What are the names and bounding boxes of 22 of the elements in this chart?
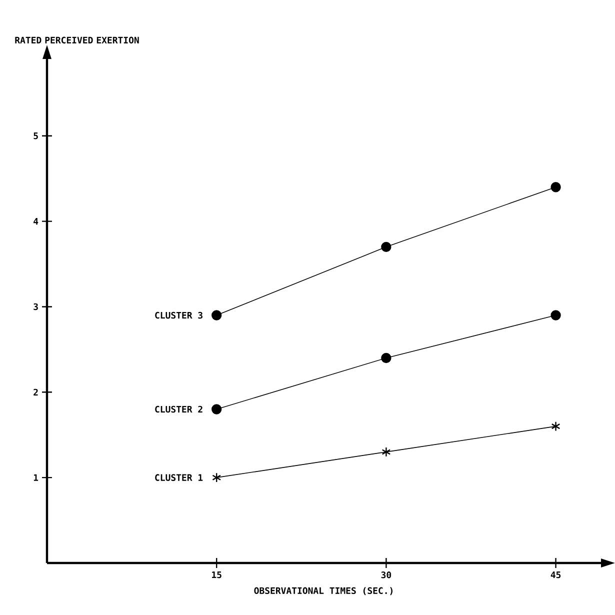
y-tick-label: 5 bbox=[34, 132, 38, 140]
point bbox=[212, 472, 222, 483]
point bbox=[381, 352, 392, 364]
x-tick-label: 15 bbox=[212, 572, 222, 578]
point bbox=[551, 421, 560, 432]
y-axis-title: RATED PERCEIVED EXERTION bbox=[15, 36, 139, 44]
point bbox=[381, 242, 392, 252]
point bbox=[212, 310, 222, 320]
series-label: CLUSTER 3 bbox=[155, 312, 202, 319]
y-tick-label: 3 bbox=[34, 303, 38, 310]
point bbox=[382, 446, 391, 458]
y-tick-label: 1 bbox=[34, 474, 38, 481]
y-tick-label: 2 bbox=[34, 388, 38, 396]
x-axis-title: OBSERVATIONAL TIMES (SEC.) bbox=[254, 587, 392, 596]
x-tick-label: 30 bbox=[381, 572, 392, 578]
series-label: CLUSTER 1 bbox=[155, 474, 203, 481]
point bbox=[550, 182, 561, 192]
point bbox=[550, 310, 561, 320]
point bbox=[212, 404, 222, 414]
x-tick-label: 45 bbox=[550, 572, 561, 578]
series-label: CLUSTER 2 bbox=[155, 406, 202, 413]
y-tick-label: 4 bbox=[34, 218, 38, 225]
